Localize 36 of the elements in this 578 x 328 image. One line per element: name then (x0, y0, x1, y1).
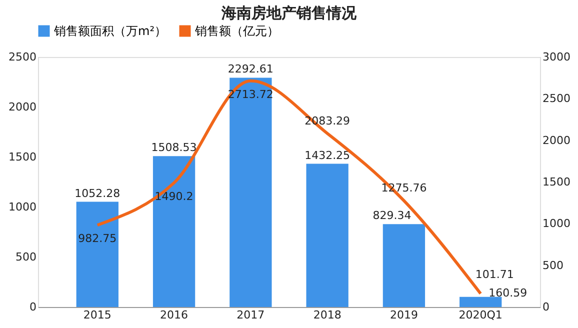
data-label: 101.71 (475, 268, 514, 281)
x-tick-label: 2015 (83, 308, 112, 322)
x-tick-label: 2017 (236, 308, 265, 322)
x-tick-label: 2019 (390, 308, 418, 322)
y-tick-label: 2000 (8, 100, 36, 114)
y-tick-label: 0 (30, 300, 36, 314)
data-label: 1508.53 (151, 141, 197, 154)
y2-tick-label: 2500 (542, 92, 570, 106)
legend-label: 销售额面积（万m²） (53, 24, 166, 38)
bar (382, 224, 426, 307)
data-label: 829.34 (372, 209, 412, 222)
data-label: 982.75 (78, 232, 117, 246)
y2-tick-label: 0 (542, 300, 550, 314)
data-label: 160.59 (488, 286, 528, 300)
data-label: 1052.28 (74, 186, 120, 200)
x-tick-label: 2020Q1 (458, 308, 502, 322)
y2-tick-label: 3000 (542, 50, 570, 64)
y2-tick-label: 1000 (542, 217, 570, 230)
y2-tick-label: 1500 (542, 176, 570, 188)
y2-tick-label: 2000 (542, 134, 570, 147)
y-tick-label: 1000 (8, 200, 36, 214)
legend-label: 销售额（亿元） (194, 24, 279, 38)
x-tick-label: 2018 (313, 308, 342, 322)
data-label: 1432.25 (304, 148, 350, 162)
y2-tick-label: 500 (542, 258, 564, 272)
bar (306, 164, 348, 307)
x-tick-label: 2016 (160, 308, 188, 322)
y-tick-label: 500 (16, 250, 36, 264)
y-tick-label: 2500 (8, 50, 36, 64)
chart-title: 海南房地产销售情况 (220, 4, 358, 22)
bar (460, 296, 502, 307)
bar (76, 202, 118, 307)
data-label: 2292.61 (228, 62, 274, 76)
bar (152, 156, 196, 307)
y-tick-label: 1500 (8, 150, 36, 164)
bar (230, 78, 272, 307)
